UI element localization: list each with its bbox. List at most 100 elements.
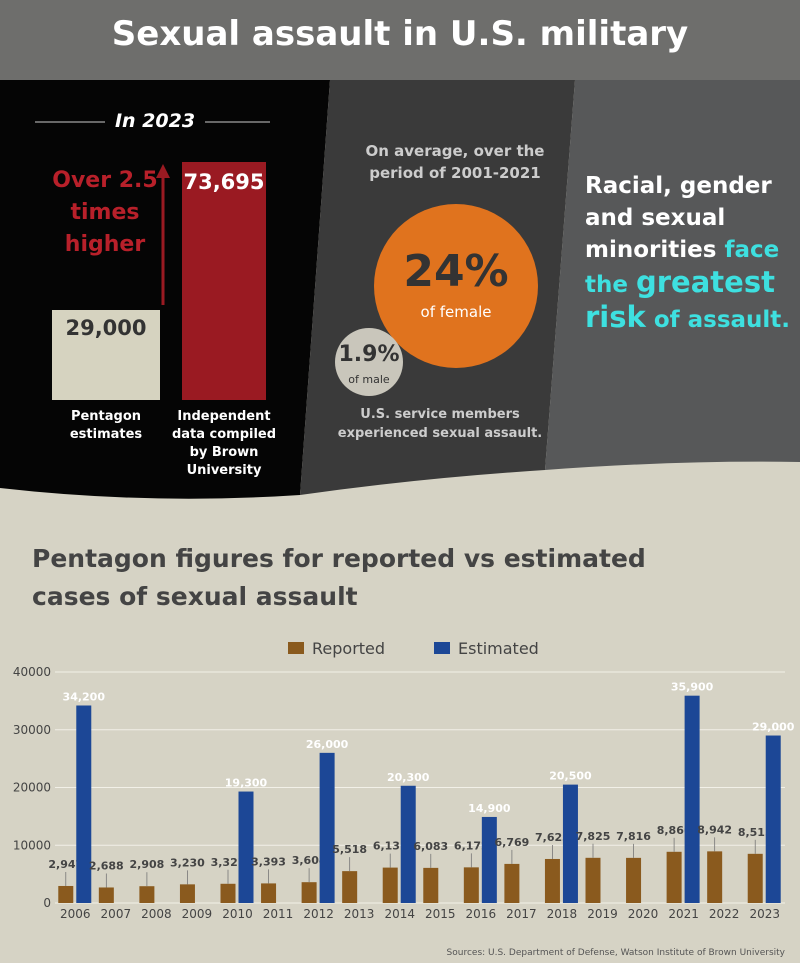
female-pct: 24% [403,246,509,297]
headline: Racial, gender and sexual minorities fac… [585,170,795,336]
value-label: 2,947 [48,858,83,871]
comparison: Over 2.5 times higher [52,168,158,257]
headline-cyan: face the [585,237,780,298]
average-intro: On average, over the period of 2001-2021 [365,142,545,182]
male-label: of male [348,373,390,386]
source: Sources: U.S. Department of Defense, Wat… [447,948,786,958]
bar [666,851,682,903]
value-label: 3,230 [170,856,205,869]
value-label: 20,300 [387,771,430,784]
x-tick-label: 2014 [384,907,415,921]
header-bg [0,0,800,80]
bar [400,785,416,903]
bar [481,816,497,903]
x-tick-label: 2010 [222,907,253,921]
brown-label: Independent data compiled by Brown Unive… [171,409,277,478]
right-panel [545,80,800,470]
bar [585,857,601,903]
y-tick-label: 10000 [13,838,51,852]
legend-swatch [434,642,450,654]
value-label: 5,518 [332,843,367,856]
bar [98,887,114,903]
value-label: 6,131 [373,840,408,853]
value-label: 7,816 [616,830,651,843]
headline-cyan-big: risk [585,300,646,334]
y-tick-label: 0 [43,896,51,910]
value-label: 6,172 [454,839,489,852]
x-tick-label: 2022 [709,907,740,921]
x-tick-label: 2011 [263,907,294,921]
bar [544,858,560,903]
value-label: 8,942 [697,823,732,836]
brown-block [182,162,266,400]
value-label: 35,900 [671,681,714,694]
bar [179,884,195,903]
value-label: 20,500 [549,770,592,783]
bar [463,867,479,903]
x-tick-label: 2012 [303,907,334,921]
y-tick-label: 30000 [13,723,51,737]
value-label: 14,900 [468,802,511,815]
title: Sexual assault in U.S. military [111,14,689,54]
value-label: 3,604 [292,854,327,867]
pentagon-value: 29,000 [65,316,147,340]
x-tick-label: 2020 [628,907,659,921]
bar [261,883,277,903]
value-label: 6,769 [494,836,529,849]
x-tick-label: 2015 [425,907,456,921]
value-label: 8,866 [657,824,692,837]
legend-label: Reported [312,639,385,658]
bar [684,695,700,903]
y-tick-label: 20000 [13,781,51,795]
bar [238,791,254,903]
x-tick-label: 2021 [668,907,699,921]
x-tick-label: 2007 [101,907,132,921]
x-tick-label: 2006 [60,907,91,921]
arrow-head [156,164,170,178]
y-tick-label: 40000 [13,665,51,679]
value-label: 2,688 [89,859,124,872]
bar [747,853,763,903]
bar [626,857,642,903]
brown-value: 73,695 [183,170,265,194]
bar [707,851,723,903]
bar [319,752,335,903]
chart: 0 10000 20000 30000 40000 Reported Estimated 20… [13,639,795,958]
pentagon-block [52,310,160,400]
value-label: 3,393 [251,855,286,868]
bar [765,735,781,903]
value-label: 6,083 [413,840,448,853]
bar [301,882,317,903]
pentagon-label: Pentagon estimates [69,409,143,442]
outcome: U.S. service members experienced sexual … [337,407,543,441]
legend-label: Estimated [458,639,539,658]
bar [76,705,92,903]
value-label: 2,908 [129,858,164,871]
value-label: 7,825 [576,830,611,843]
bar [504,863,520,903]
bar [382,867,398,903]
bar [220,883,236,903]
male-pct: 1.9% [338,342,400,367]
bar [139,886,155,903]
x-tick-label: 2013 [344,907,375,921]
value-label: 26,000 [306,738,349,751]
bar [562,784,578,903]
chart-title: Pentagon figures for reported vs estimat… [32,544,646,611]
headline-cyan-big: greatest [635,265,775,299]
bar [58,885,74,903]
value-label: 8,515 [738,826,773,839]
value-label: 34,200 [63,690,106,703]
x-tick-label: 2016 [466,907,497,921]
female-circle [374,204,538,368]
value-label: 3,327 [211,856,246,869]
bar [423,867,439,903]
headline-cyan: of assault. [653,307,791,333]
legend-swatch [288,642,304,654]
x-tick-label: 2009 [182,907,213,921]
bar [342,871,358,903]
x-tick-label: 2017 [506,907,537,921]
value-label: 7,623 [535,831,570,844]
